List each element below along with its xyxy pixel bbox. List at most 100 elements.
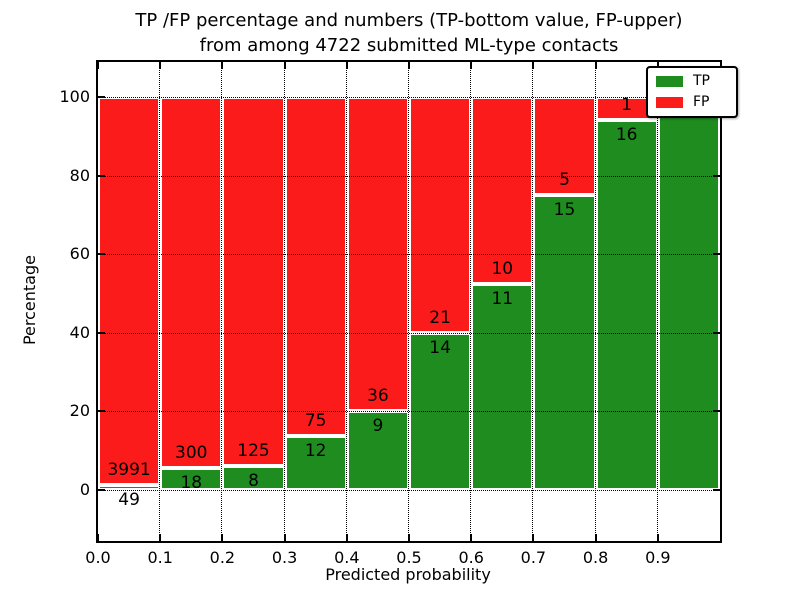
- y-tick-label: 0: [79, 479, 90, 499]
- x-tick-mark: [98, 62, 99, 69]
- bar-segment-tp: [160, 467, 223, 490]
- bar-label-fp: 36: [367, 386, 389, 407]
- fp-color-swatch-icon: [656, 97, 683, 108]
- bar-label-tp: 16: [615, 125, 638, 146]
- y-tick-mark: [713, 253, 720, 256]
- bar-label-tp: 12: [304, 440, 327, 461]
- plot-area: 39914930018125875123692114101151511606: [96, 60, 722, 543]
- x-tick-label: 0.0: [85, 548, 111, 567]
- x-tick-mark: [656, 62, 659, 69]
- bar-segment-tp: [657, 97, 720, 490]
- bar-segment-tp: [595, 120, 658, 490]
- x-tick-mark: [532, 62, 535, 69]
- x-tick-label: 0.2: [209, 548, 236, 567]
- bar-label-fp: 10: [491, 259, 514, 280]
- bar-segment-fp: [98, 97, 161, 486]
- y-gridline: [98, 489, 720, 491]
- x-tick-label: 0.9: [645, 548, 671, 567]
- x-tick-label: 0.8: [582, 548, 609, 567]
- x-tick-mark: [283, 62, 286, 69]
- bar-label-tp: 15: [553, 200, 576, 221]
- tp-color-swatch-icon: [656, 76, 683, 87]
- y-axis-label: Percentage: [20, 255, 39, 346]
- x-tick-mark: [221, 62, 224, 69]
- bar-label-fp: 3991: [107, 460, 151, 481]
- legend-label-tp: TP: [693, 73, 710, 89]
- bar-segment-fp: [222, 97, 285, 467]
- y-tick-mark: [98, 96, 105, 99]
- x-tick-mark: [408, 534, 410, 541]
- x-gridline: [221, 62, 223, 541]
- x-gridline: [408, 62, 409, 541]
- x-tick-label: 0.6: [458, 548, 484, 567]
- y-tick-label: 40: [69, 322, 90, 342]
- x-tick-mark: [345, 62, 348, 69]
- bar-label-tp: 14: [429, 337, 451, 358]
- bar-segment-tp: [284, 435, 347, 490]
- y-tick-label: 60: [69, 244, 90, 264]
- y-tick-mark: [98, 253, 105, 256]
- chart-title: TP /FP percentage and numbers (TP-bottom…: [96, 8, 722, 58]
- y-tick-mark: [713, 331, 720, 334]
- x-tick-mark: [159, 62, 162, 69]
- y-gridline: [98, 332, 720, 334]
- bar-label-fp: 5: [559, 170, 570, 191]
- y-tick-mark: [713, 174, 720, 177]
- bar-label-fp: 1: [621, 95, 633, 116]
- bar-segment-tp: [98, 485, 161, 490]
- bar-segment-tp: [471, 284, 534, 490]
- y-tick-mark: [98, 488, 105, 491]
- x-tick-mark: [594, 534, 597, 541]
- y-tick-label: 80: [69, 165, 90, 185]
- bar-label-fp: 21: [429, 307, 451, 328]
- x-tick-label: 0.5: [396, 548, 422, 567]
- y-tick-mark: [98, 174, 105, 177]
- x-tick-mark: [532, 534, 535, 541]
- x-gridline: [594, 62, 596, 541]
- bar-label-tp: 49: [118, 490, 140, 511]
- x-tick-label: 0.1: [147, 548, 173, 567]
- legend-item-tp: TP: [656, 74, 728, 89]
- x-gridline: [283, 62, 285, 541]
- y-tick-label: 100: [59, 87, 90, 107]
- bar-segment-tp: [533, 195, 596, 490]
- x-gridline: [656, 62, 658, 541]
- y-gridline: [98, 175, 720, 177]
- bar-label-fp: 300: [175, 442, 208, 463]
- x-tick-label: 0.4: [334, 548, 360, 567]
- x-tick-mark: [221, 534, 224, 541]
- x-tick-mark: [345, 534, 348, 541]
- bar-label-tp: 9: [372, 416, 384, 437]
- y-gridline: [98, 411, 720, 413]
- x-tick-label: 0.7: [520, 548, 547, 567]
- x-tick-mark: [159, 534, 162, 541]
- x-gridline: [159, 62, 161, 541]
- x-gridline: [532, 62, 534, 541]
- chart-title-line2: from among 4722 submitted ML-type contac…: [199, 35, 619, 56]
- x-gridline: [470, 62, 472, 541]
- x-tick-label: 0.3: [271, 548, 298, 567]
- y-tick-mark: [713, 410, 720, 413]
- legend-label-fp: FP: [693, 94, 710, 110]
- y-tick-mark: [713, 488, 720, 491]
- x-tick-mark: [656, 534, 659, 541]
- bar-segment-fp: [160, 97, 223, 468]
- y-tick-mark: [98, 410, 105, 413]
- bar-segment-tp: [346, 411, 409, 490]
- bar-segment-fp: [409, 97, 472, 333]
- bar-segment-fp: [533, 97, 596, 196]
- x-tick-mark: [470, 534, 473, 541]
- x-tick-mark: [470, 62, 473, 69]
- y-tick-mark: [98, 331, 105, 334]
- y-gridline: [98, 254, 720, 256]
- bar-segment-fp: [284, 97, 347, 436]
- bar-label-tp: 8: [248, 471, 259, 492]
- bar-segment-fp: [471, 97, 534, 285]
- legend: TP FP: [646, 66, 738, 118]
- x-tick-mark: [594, 62, 597, 69]
- chart-title-line1: TP /FP percentage and numbers (TP-bottom…: [135, 10, 683, 31]
- legend-item-fp: FP: [656, 95, 728, 110]
- x-axis-label: Predicted probability: [325, 565, 491, 584]
- x-gridline: [345, 62, 347, 541]
